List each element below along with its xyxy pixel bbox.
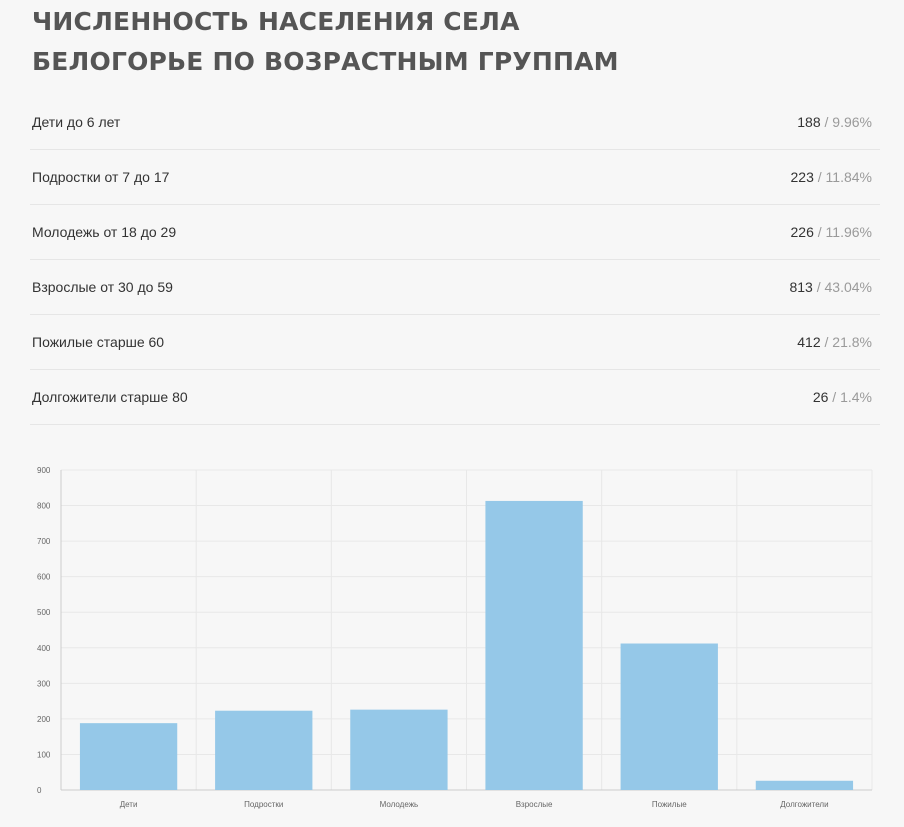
row-separator: / bbox=[816, 279, 821, 295]
bar bbox=[350, 709, 448, 790]
bar bbox=[215, 710, 313, 790]
row-percent: 1.4% bbox=[840, 389, 872, 405]
row-percent: 11.96% bbox=[825, 224, 872, 240]
y-tick-label: 200 bbox=[37, 715, 51, 724]
row-separator: / bbox=[817, 169, 822, 185]
table-row: Пожилые старше 60 412 / 21.8% bbox=[30, 315, 880, 370]
title-line-2: БЕЛОГОРЬЕ ПО ВОЗРАСТНЫМ ГРУППАМ bbox=[32, 47, 619, 76]
row-count: 188 bbox=[797, 114, 821, 130]
row-label: Пожилые старше 60 bbox=[32, 334, 165, 350]
row-separator: / bbox=[824, 334, 829, 350]
x-tick-label: Пожилые bbox=[652, 800, 687, 809]
row-value: 813 / 43.04% bbox=[789, 279, 880, 295]
row-label: Взрослые от 30 до 59 bbox=[32, 279, 173, 295]
row-value: 412 / 21.8% bbox=[797, 334, 880, 350]
bar bbox=[79, 723, 178, 790]
row-value: 223 / 11.84% bbox=[791, 169, 880, 185]
y-tick-label: 800 bbox=[37, 502, 51, 511]
title-line-1: ЧИСЛЕННОСТЬ НАСЕЛЕНИЯ СЕЛА bbox=[32, 7, 520, 36]
y-tick-label: 700 bbox=[37, 537, 51, 546]
row-count: 223 bbox=[790, 169, 814, 185]
row-percent: 21.8% bbox=[832, 334, 872, 350]
x-tick-label: Дети bbox=[120, 800, 138, 809]
y-tick-label: 500 bbox=[37, 608, 51, 617]
x-tick-label: Долгожители bbox=[780, 800, 828, 809]
bar-chart-svg: 0 100 200 300 400 500 600 700 800 900 Дети Подростк… bbox=[37, 466, 873, 809]
row-value: 188 / 9.96% bbox=[797, 114, 880, 130]
x-tick-label: Подростки bbox=[244, 800, 283, 809]
table-row: Дети до 6 лет 188 / 9.96% bbox=[30, 95, 880, 150]
row-label: Молодежь от 18 до 29 bbox=[32, 224, 177, 240]
row-label: Подростки от 7 до 17 bbox=[32, 169, 170, 185]
x-tick-label: Молодежь bbox=[380, 800, 419, 809]
page-title: ЧИСЛЕННОСТЬ НАСЕЛЕНИЯ СЕЛА БЕЛОГОРЬЕ ПО … bbox=[32, 2, 852, 82]
bar bbox=[620, 643, 718, 790]
bar bbox=[755, 780, 854, 790]
row-percent: 11.84% bbox=[825, 169, 872, 185]
table-row: Подростки от 7 до 17 223 / 11.84% bbox=[30, 150, 880, 205]
table-row: Долгожители старше 80 26 / 1.4% bbox=[30, 370, 880, 425]
row-label: Долгожители старше 80 bbox=[32, 389, 188, 405]
y-tick-label: 100 bbox=[37, 750, 51, 759]
row-percent: 43.04% bbox=[824, 279, 872, 295]
x-tick-label: Взрослые bbox=[516, 800, 553, 809]
row-count: 813 bbox=[789, 279, 813, 295]
row-count: 26 bbox=[812, 389, 829, 405]
population-table: Дети до 6 лет 188 / 9.96% Подростки от 7… bbox=[30, 95, 880, 425]
table-row: Молодежь от 18 до 29 226 / 11.96% bbox=[30, 205, 880, 260]
table-row: Взрослые от 30 до 59 813 / 43.04% bbox=[30, 260, 880, 315]
row-percent: 9.96% bbox=[832, 114, 872, 130]
row-separator: / bbox=[832, 389, 837, 405]
row-label: Дети до 6 лет bbox=[32, 114, 121, 130]
row-separator: / bbox=[817, 224, 822, 240]
y-tick-label: 900 bbox=[37, 466, 51, 475]
y-tick-label: 300 bbox=[37, 679, 51, 688]
y-tick-label: 0 bbox=[37, 786, 42, 795]
row-count: 412 bbox=[797, 334, 821, 350]
y-tick-label: 400 bbox=[37, 644, 51, 653]
y-tick-label: 600 bbox=[37, 573, 51, 582]
bar-chart: 0 100 200 300 400 500 600 700 800 900 Дети Подростк… bbox=[0, 455, 904, 822]
row-value: 26 / 1.4% bbox=[813, 389, 880, 405]
bar bbox=[485, 500, 583, 790]
row-separator: / bbox=[824, 114, 829, 130]
row-value: 226 / 11.96% bbox=[791, 224, 880, 240]
row-count: 226 bbox=[790, 224, 814, 240]
